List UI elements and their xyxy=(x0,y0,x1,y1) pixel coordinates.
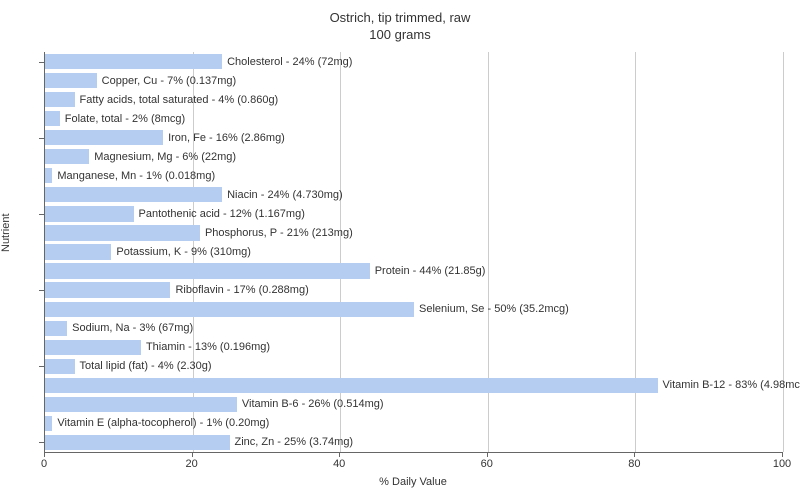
nutrient-bar-label: Magnesium, Mg - 6% (22mg) xyxy=(94,151,236,163)
nutrient-bar-label: Riboflavin - 17% (0.288mg) xyxy=(175,284,308,296)
plot-area: Cholesterol - 24% (72mg) Copper, Cu - 7% … xyxy=(44,52,783,453)
nutrient-bar-label: Vitamin B-12 - 83% (4.98mcg) xyxy=(663,379,800,391)
y-tick xyxy=(39,442,44,443)
nutrient-bar xyxy=(45,92,75,107)
chart-title: Ostrich, tip trimmed, raw 100 grams xyxy=(0,0,800,44)
nutrient-bar xyxy=(45,435,230,450)
nutrient-bar-label: Copper, Cu - 7% (0.137mg) xyxy=(102,75,237,87)
x-tick xyxy=(339,452,340,457)
nutrient-bar-label: Sodium, Na - 3% (67mg) xyxy=(72,322,193,334)
nutrient-bar xyxy=(45,378,658,393)
nutrient-bar xyxy=(45,263,370,278)
nutrient-bar xyxy=(45,397,237,412)
x-tick-label: 100 xyxy=(773,458,791,470)
nutrient-bar-label: Vitamin B-6 - 26% (0.514mg) xyxy=(242,398,384,410)
x-tick xyxy=(487,452,488,457)
y-tick xyxy=(39,290,44,291)
x-tick-label: 40 xyxy=(333,458,345,470)
nutrient-bar xyxy=(45,130,163,145)
nutrient-bar-label: Manganese, Mn - 1% (0.018mg) xyxy=(57,170,215,182)
nutrient-bar xyxy=(45,187,222,202)
nutrient-bar-label: Protein - 44% (21.85g) xyxy=(375,265,486,277)
nutrient-bar-label: Thiamin - 13% (0.196mg) xyxy=(146,341,270,353)
nutrient-bar xyxy=(45,111,60,126)
nutrient-bar xyxy=(45,321,67,336)
nutrient-bar xyxy=(45,416,52,431)
nutrient-bar-label: Pantothenic acid - 12% (1.167mg) xyxy=(139,208,305,220)
y-tick xyxy=(39,214,44,215)
nutrient-bar-label: Vitamin E (alpha-tocopherol) - 1% (0.20m… xyxy=(57,417,269,429)
x-tick xyxy=(44,452,45,457)
y-tick xyxy=(39,138,44,139)
nutrient-bar xyxy=(45,282,170,297)
gridline xyxy=(783,52,784,452)
nutrient-bar-label: Zinc, Zn - 25% (3.74mg) xyxy=(235,436,354,448)
nutrient-bar-label: Iron, Fe - 16% (2.86mg) xyxy=(168,132,285,144)
x-axis-label: % Daily Value xyxy=(379,476,447,488)
nutrient-bar xyxy=(45,340,141,355)
nutrient-bar-label: Cholesterol - 24% (72mg) xyxy=(227,56,352,68)
nutrient-bar-label: Phosphorus, P - 21% (213mg) xyxy=(205,227,353,239)
nutrient-bar-label: Niacin - 24% (4.730mg) xyxy=(227,189,343,201)
y-axis-label: Nutrient xyxy=(0,213,12,252)
x-tick xyxy=(192,452,193,457)
nutrient-bar-label: Total lipid (fat) - 4% (2.30g) xyxy=(80,360,212,372)
nutrient-bar-label: Selenium, Se - 50% (35.2mcg) xyxy=(419,303,569,315)
x-tick-label: 0 xyxy=(41,458,47,470)
title-line-1: Ostrich, tip trimmed, raw xyxy=(0,10,800,27)
x-tick xyxy=(634,452,635,457)
nutrient-bar xyxy=(45,225,200,240)
nutrient-bar xyxy=(45,168,52,183)
nutrient-bar xyxy=(45,73,97,88)
nutrient-bar xyxy=(45,359,75,374)
nutrient-bar-label: Fatty acids, total saturated - 4% (0.860… xyxy=(80,94,279,106)
nutrient-bar xyxy=(45,54,222,69)
x-tick-label: 80 xyxy=(628,458,640,470)
nutrient-chart: Ostrich, tip trimmed, raw 100 grams Chol… xyxy=(0,0,800,500)
x-tick-label: 60 xyxy=(481,458,493,470)
y-tick xyxy=(39,366,44,367)
x-tick xyxy=(782,452,783,457)
x-tick-label: 20 xyxy=(185,458,197,470)
nutrient-bar xyxy=(45,302,414,317)
nutrient-bar-label: Folate, total - 2% (8mcg) xyxy=(65,113,185,125)
nutrient-bar xyxy=(45,244,111,259)
title-line-2: 100 grams xyxy=(0,27,800,44)
nutrient-bar-label: Potassium, K - 9% (310mg) xyxy=(116,246,251,258)
y-tick xyxy=(39,62,44,63)
nutrient-bar xyxy=(45,206,134,221)
nutrient-bar xyxy=(45,149,89,164)
